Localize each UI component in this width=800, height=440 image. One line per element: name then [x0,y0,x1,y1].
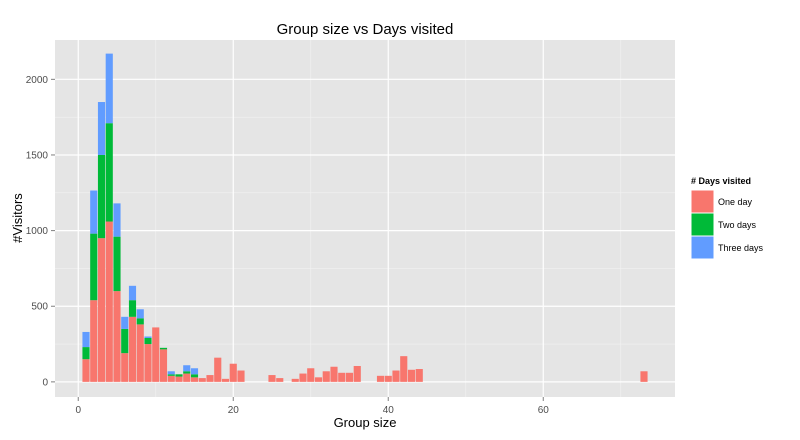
x-tick-label: 40 [383,405,395,416]
legend-item-one-day: One day [690,189,753,214]
bar-two-days [144,338,152,345]
bar-two-days [113,236,121,292]
bar-three-days [105,53,113,124]
legend-title: # Days visited [691,176,751,186]
bar-one-day [121,353,129,382]
grid-layer [55,40,675,397]
x-tick-label: 20 [228,405,240,416]
bar-one-day [214,357,222,382]
bar-three-days [136,309,144,319]
x-tick-label: 60 [538,405,550,416]
bar-one-day [128,316,137,382]
bar-one-day [330,366,338,382]
legend-swatch-two-days [690,212,715,237]
bar-one-day [345,372,354,382]
x-tick-label: 0 [75,405,81,416]
bar-one-day [384,375,392,382]
bar-two-days [90,233,98,301]
bar-three-days [97,102,106,155]
legend-label-one-day: One day [718,197,753,207]
bar-two-days [97,154,106,239]
bar-one-day [167,375,175,382]
bar-one-day [237,370,245,382]
bar-three-days [183,365,191,372]
bar-one-day [206,375,214,382]
bar-two-days [190,374,199,378]
bar-one-day [376,375,385,382]
legend-item-two-days: Two days [690,212,757,237]
legend-swatch-one-day [690,189,715,214]
y-tick-label: 500 [31,302,48,313]
bar-three-days [190,368,199,375]
bar-one-day [90,300,98,382]
bar-three-days [121,316,129,329]
bar-one-day [415,369,423,382]
chart-title: Group size vs Days visited [277,21,454,38]
bar-one-day [392,370,400,382]
bar-one-day [198,378,206,382]
legend-item-three-days: Three days [690,235,764,260]
y-tick-label: 0 [42,377,48,388]
bar-three-days [167,371,175,375]
y-axis-title: #Visitors [10,193,25,243]
x-axis-title: Group size [334,415,397,430]
bar-three-days [90,190,98,234]
bars-layer [82,53,648,382]
bar-two-days [121,328,129,354]
bar-two-days [159,347,168,350]
bar-one-day [299,373,307,382]
y-tick-label: 2000 [26,75,49,86]
legend-swatch-three-days [690,235,715,260]
legend-label-two-days: Two days [718,220,757,230]
bar-one-day [136,324,144,382]
bar-one-day [159,349,168,382]
bar-two-days [183,371,191,374]
bar-one-day [82,359,90,382]
legend-label-three-days: Three days [718,243,764,253]
bar-one-day [276,378,284,382]
axis-layer: 0 20 40 60 0 500 1000 1500 2000 [26,75,549,416]
bar-one-day [144,344,152,382]
bar-two-days [105,123,113,222]
bar-one-day [400,356,408,382]
bar-one-day [183,373,191,382]
y-tick-label: 1500 [26,150,49,161]
bar-one-day [322,371,330,382]
bar-three-days [82,331,90,348]
bar-one-day [105,221,113,382]
bar-one-day [152,327,160,382]
bar-two-days [175,374,183,377]
legend: # Days visited One day Two days Three da… [690,176,764,260]
bar-three-days [128,285,137,301]
bar-one-day [175,376,183,382]
bar-two-days [128,300,137,317]
bar-one-day [314,377,323,382]
bar-one-day [190,377,199,382]
bar-one-day [407,369,416,382]
y-tick-label: 1000 [26,226,49,237]
bar-three-days [144,336,152,339]
bar-one-day [640,371,648,382]
bar-two-days [167,374,175,376]
bar-two-days [136,318,144,325]
bar-one-day [97,238,106,382]
bar-one-day [353,365,361,382]
bar-one-day [221,378,230,382]
bar-one-day [307,368,315,382]
bar-one-day [113,291,121,382]
bar-two-days [82,347,90,360]
bar-one-day [268,375,276,382]
bar-three-days [113,203,121,237]
bar-one-day [291,378,299,382]
bar-one-day [338,372,346,382]
bar-one-day [229,363,237,382]
